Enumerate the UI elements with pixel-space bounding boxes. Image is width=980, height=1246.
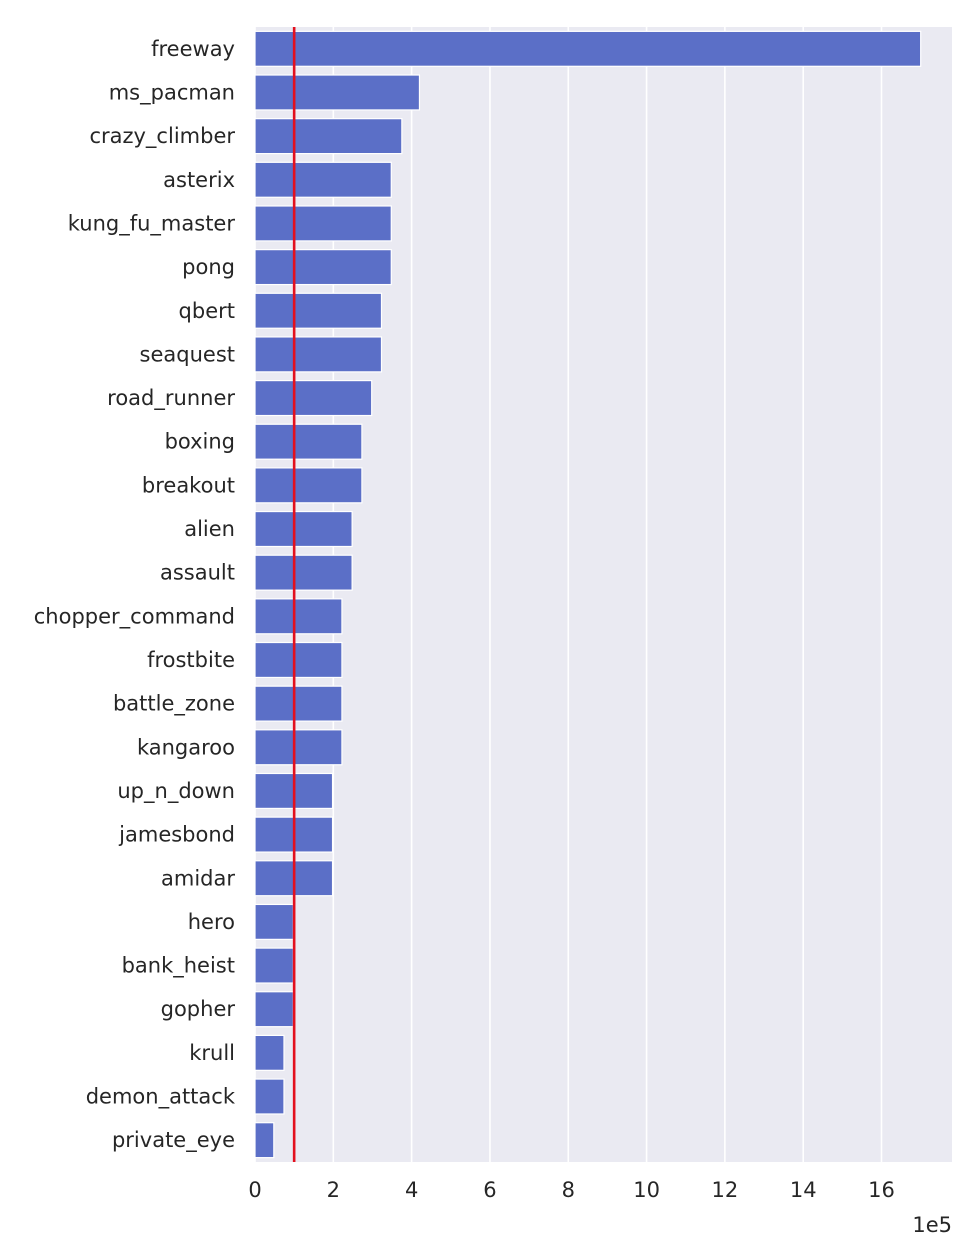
category-label: up_n_down <box>117 779 235 804</box>
bar <box>254 423 363 460</box>
bar <box>254 510 353 548</box>
category-label: seaquest <box>140 342 235 366</box>
bar <box>254 554 353 591</box>
category-label: krull <box>189 1041 235 1065</box>
bar <box>254 641 343 679</box>
x-tick-label: 2 <box>327 1178 340 1202</box>
bar <box>254 249 392 286</box>
category-label: crazy_climber <box>89 124 235 149</box>
category-label: private_eye <box>112 1128 235 1153</box>
category-label: ms_pacman <box>109 80 235 105</box>
category-label: alien <box>184 517 235 541</box>
category-label: battle_zone <box>113 692 235 717</box>
category-label: boxing <box>165 430 235 454</box>
bar <box>254 74 421 111</box>
x-tick-label: 14 <box>790 1178 817 1202</box>
category-label: demon_attack <box>86 1085 236 1110</box>
bar <box>254 598 343 635</box>
bar <box>254 1122 275 1159</box>
category-label: kangaroo <box>137 735 235 759</box>
x-tick-label: 4 <box>405 1178 418 1202</box>
bar <box>254 991 294 1028</box>
bar <box>254 1078 285 1115</box>
category-label: asterix <box>163 168 235 192</box>
bars <box>254 30 922 1159</box>
bar <box>254 336 383 373</box>
bar <box>254 379 373 417</box>
bar <box>254 118 403 155</box>
category-label: jamesbond <box>118 823 235 847</box>
x-tick-label: 10 <box>633 1178 660 1202</box>
x-tick-labels: 0 2 4 6 8 10 12 14 16 <box>248 1178 895 1202</box>
category-label: road_runner <box>107 386 235 411</box>
bar <box>254 30 922 67</box>
category-label: kung_fu_master <box>68 211 236 236</box>
category-label: amidar <box>161 866 235 890</box>
bar <box>254 205 392 242</box>
bar <box>254 292 383 329</box>
category-label: chopper_command <box>34 604 235 629</box>
category-label: frostbite <box>147 648 235 672</box>
bar <box>254 467 363 504</box>
x-tick-label: 6 <box>483 1178 496 1202</box>
category-label: hero <box>188 910 235 934</box>
bar <box>254 1034 285 1071</box>
x-tick-label: 16 <box>868 1178 895 1202</box>
category-label: assault <box>160 561 235 585</box>
category-label: pong <box>182 255 235 279</box>
x-offset-label: 1e5 <box>912 1213 952 1237</box>
x-tick-label: 8 <box>562 1178 575 1202</box>
category-label: bank_heist <box>122 954 235 979</box>
x-tick-label: 0 <box>248 1178 261 1202</box>
bar <box>254 903 294 940</box>
bar <box>254 729 343 766</box>
bar <box>254 685 343 722</box>
bar <box>254 161 392 198</box>
x-tick-label: 12 <box>712 1178 739 1202</box>
category-label: freeway <box>151 37 235 61</box>
bar <box>254 947 294 984</box>
category-label: qbert <box>179 299 235 323</box>
category-label: gopher <box>161 997 236 1021</box>
category-label: breakout <box>142 473 235 497</box>
